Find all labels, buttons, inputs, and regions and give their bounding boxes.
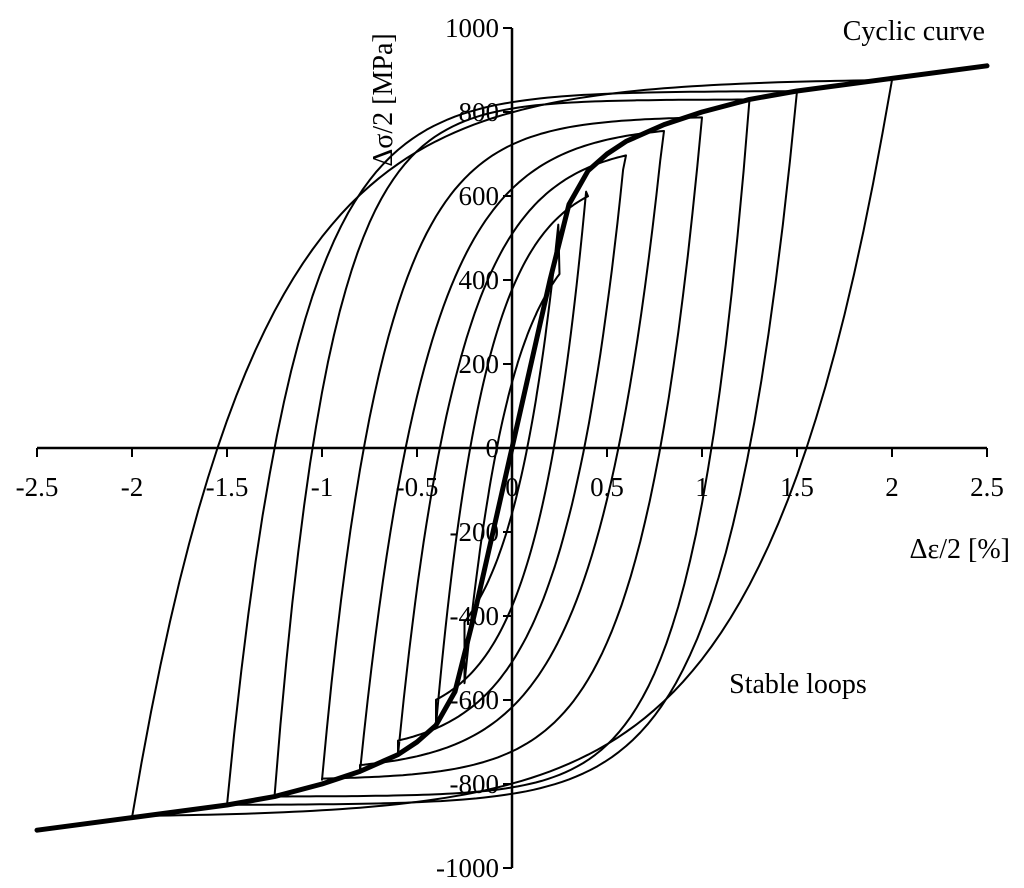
stable-loop: [435, 190, 589, 727]
y-axis-label: Δσ/2 [MPa]: [368, 33, 399, 166]
cyclic-curve-annotation: Cyclic curve: [843, 16, 985, 47]
stable-loops-annotation: Stable loops: [729, 669, 867, 700]
x-tick-label: -2.5: [16, 472, 59, 502]
x-tick-label: -2: [121, 472, 144, 502]
stable-loop: [273, 98, 751, 798]
y-tick-label: 800: [459, 97, 500, 127]
x-tick-label: -1: [311, 472, 334, 502]
y-tick-label: -200: [450, 517, 500, 547]
axes-group: -2.5 -2 -1.5 -1 -0.5 0 0.5 1 1.5 2 2.5 -1000 -800 -60…: [16, 13, 1004, 883]
y-tick-label: 200: [459, 349, 500, 379]
y-tick-label: -600: [450, 685, 500, 715]
x-tick-label: -0.5: [396, 472, 439, 502]
stable-loop: [321, 116, 703, 781]
y-tick-label: -1000: [436, 853, 499, 883]
stable-loop: [131, 79, 893, 819]
y-tick-label: 1000: [445, 13, 499, 43]
y-tick-label: 400: [459, 265, 500, 295]
stable-loop: [397, 154, 627, 756]
y-tick-label: 600: [459, 181, 500, 211]
y-tick-label: 0: [486, 433, 500, 463]
stable-loop: [359, 130, 665, 773]
stable-loops-group: [131, 79, 893, 819]
y-tick-label: -400: [450, 601, 500, 631]
x-tick-label: -1.5: [206, 472, 249, 502]
x-tick-label: 0: [505, 472, 519, 502]
x-tick-label: 0.5: [590, 472, 624, 502]
x-tick-label: 2: [885, 472, 899, 502]
labels-group: Δσ/2 [MPa] Δε/2 [%] Cyclic curve Stable …: [368, 16, 1010, 700]
x-tick-label: 2.5: [970, 472, 1004, 502]
x-tick-label: 1: [695, 472, 709, 502]
y-tick-label: -800: [450, 769, 500, 799]
x-tick-label: 1.5: [780, 472, 814, 502]
x-axis-label: Δε/2 [%]: [909, 534, 1010, 565]
